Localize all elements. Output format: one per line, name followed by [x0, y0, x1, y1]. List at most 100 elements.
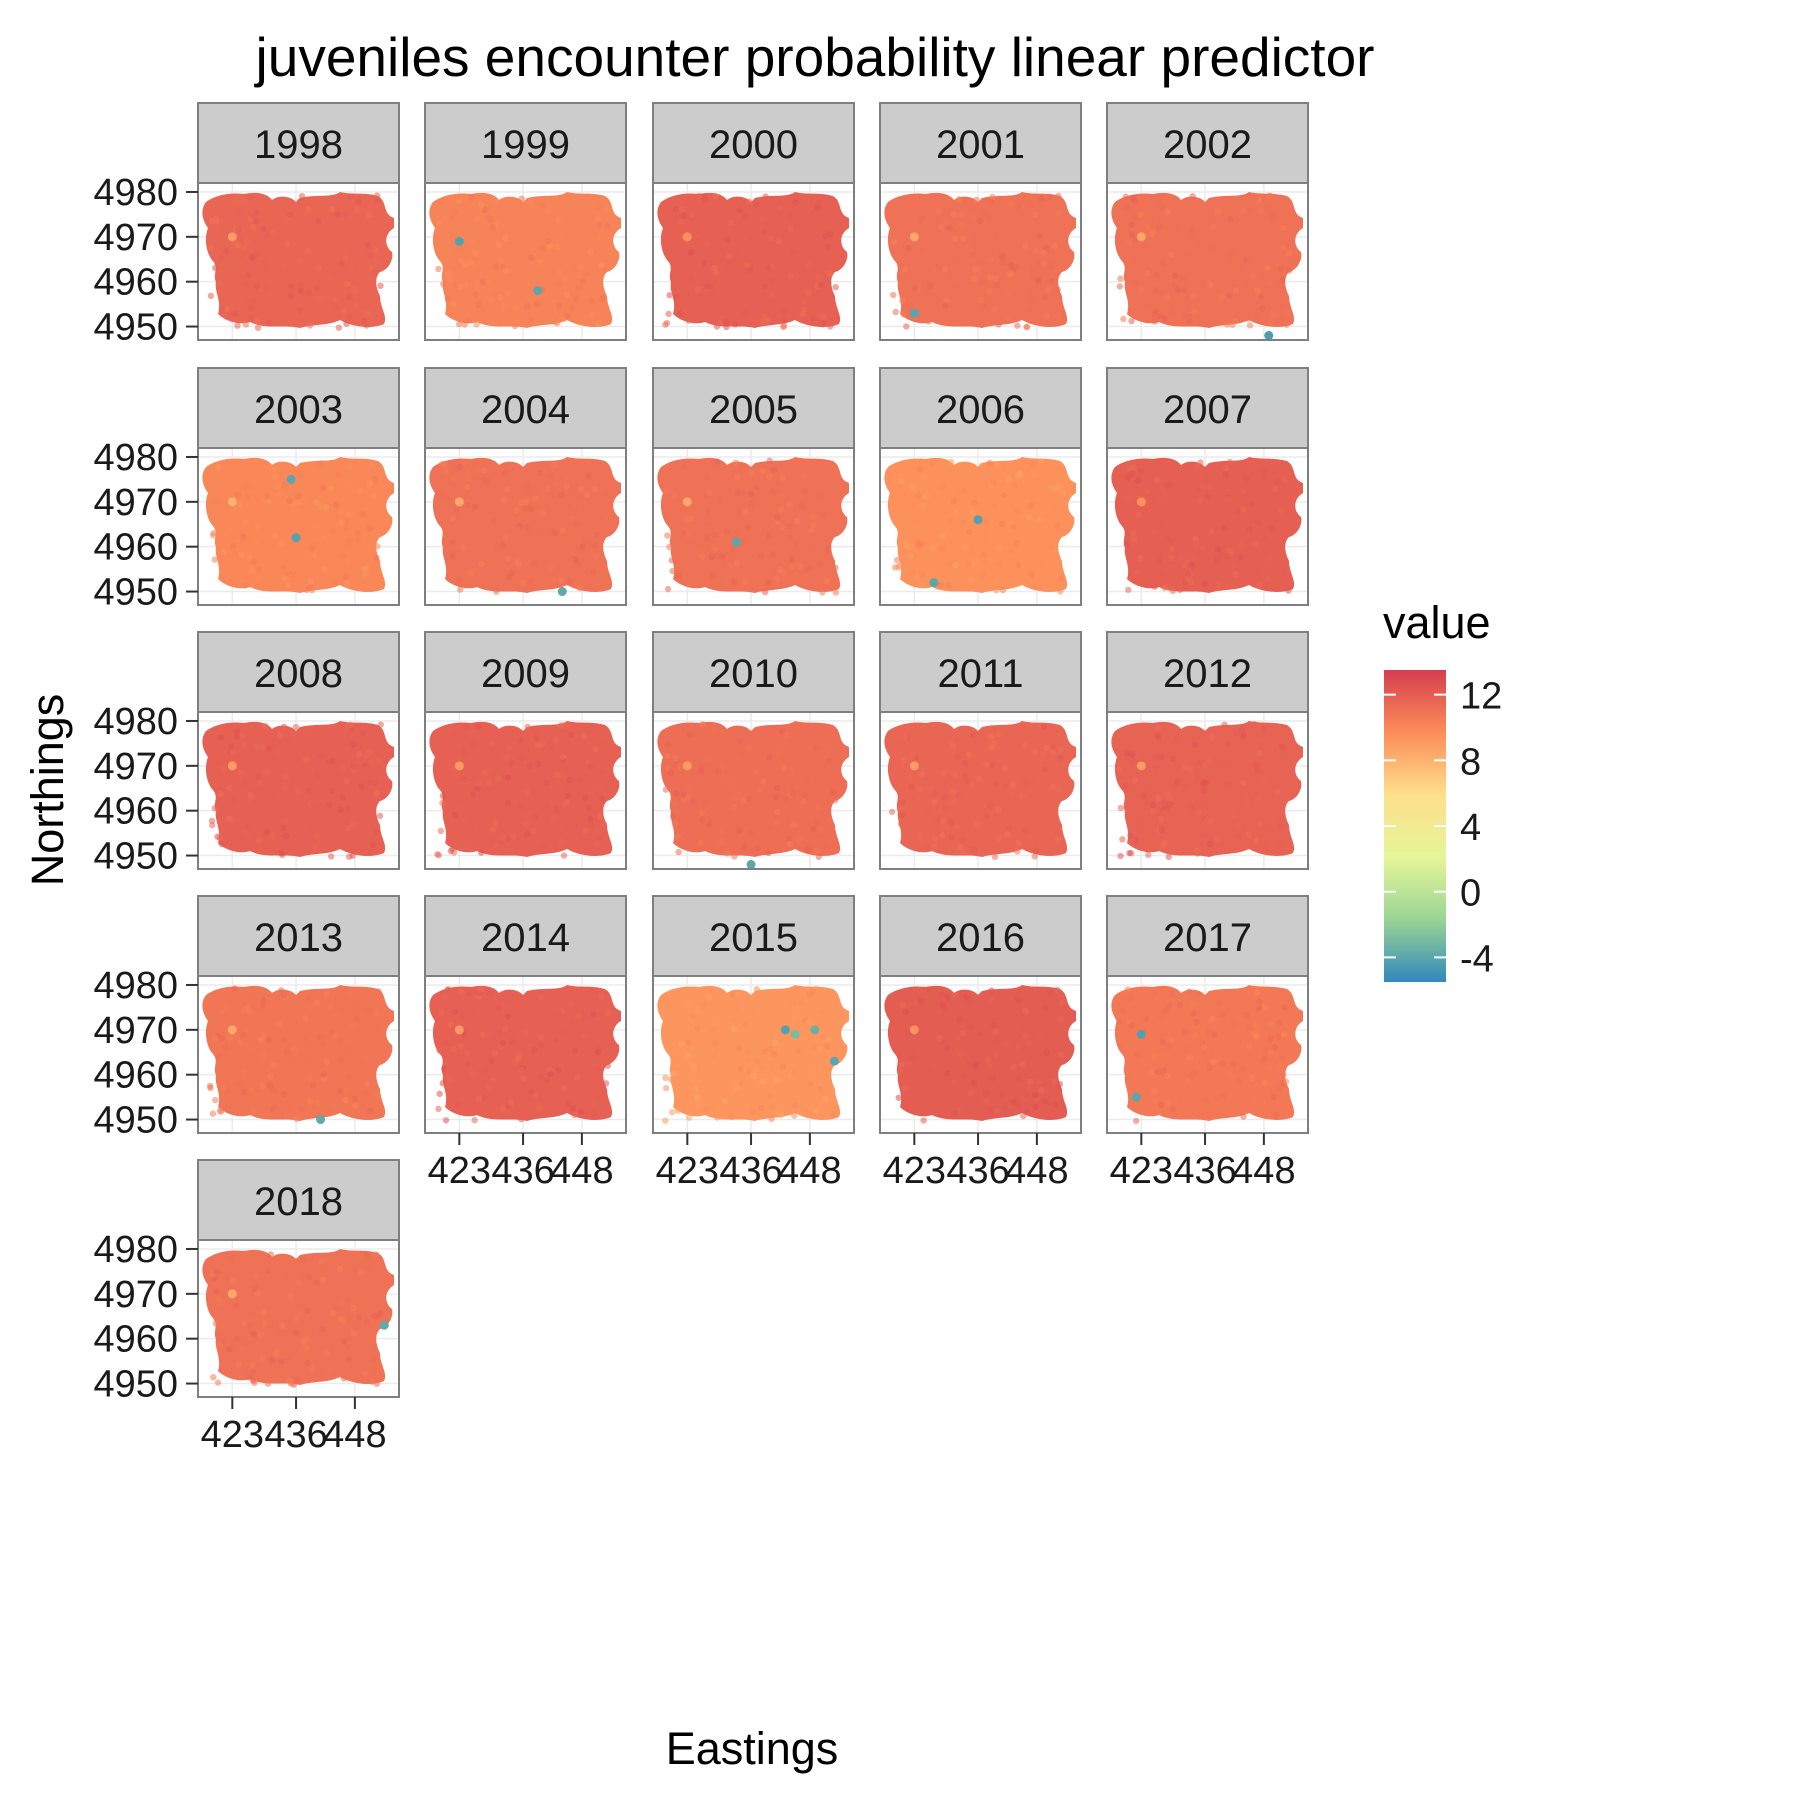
texture-point	[754, 1058, 761, 1065]
texture-point	[738, 302, 746, 310]
texture-point	[497, 257, 504, 264]
texture-point	[334, 211, 341, 218]
texture-point	[951, 992, 958, 1000]
texture-point	[359, 510, 366, 518]
texture-point	[1150, 228, 1157, 236]
texture-point	[1209, 223, 1216, 230]
texture-point	[1229, 1020, 1237, 1027]
texture-point	[1249, 273, 1256, 280]
texture-point	[1132, 837, 1140, 845]
texture-point	[1158, 571, 1165, 579]
texture-point	[217, 734, 225, 741]
texture-point	[1235, 832, 1242, 840]
texture-point	[269, 832, 277, 840]
texture-point	[519, 579, 526, 587]
texture-point	[1191, 308, 1198, 315]
texture-point	[602, 1058, 609, 1065]
texture-point	[310, 800, 317, 808]
texture-point	[1048, 248, 1056, 255]
texture-point	[543, 486, 551, 493]
texture-point	[1200, 528, 1208, 535]
texture-point	[1226, 458, 1234, 466]
texture-point	[540, 842, 547, 849]
texture-point	[978, 297, 985, 304]
texture-point	[556, 1010, 563, 1018]
texture-point	[313, 999, 320, 1006]
facet-strip	[424, 367, 627, 449]
texture-point	[246, 1316, 254, 1323]
texture-point	[786, 840, 793, 848]
texture-point	[1046, 1099, 1053, 1107]
texture-point	[1014, 507, 1021, 514]
texture-point	[961, 486, 968, 494]
texture-point	[264, 231, 271, 239]
texture-point	[587, 763, 594, 770]
texture-point	[1237, 553, 1244, 561]
texture-point	[1158, 826, 1165, 834]
texture-point	[563, 483, 571, 490]
texture-point	[586, 248, 594, 255]
texture-point	[896, 806, 904, 813]
texture-point	[531, 761, 539, 768]
data-point	[227, 1025, 237, 1035]
texture-point	[1253, 1033, 1261, 1040]
texture-point	[977, 494, 984, 502]
texture-point	[499, 541, 506, 549]
texture-point	[1051, 1078, 1058, 1085]
texture-point	[766, 567, 773, 574]
facet-panel: 2007	[1106, 367, 1309, 606]
panel-border	[1106, 975, 1309, 1134]
texture-point	[510, 833, 517, 840]
texture-point	[922, 492, 930, 500]
texture-point	[810, 521, 817, 529]
texture-point	[598, 262, 606, 269]
texture-point	[983, 761, 990, 768]
texture-point	[699, 553, 706, 560]
texture-point	[1267, 319, 1274, 327]
texture-point	[1022, 828, 1029, 835]
texture-point	[950, 498, 957, 505]
texture-point	[371, 268, 378, 275]
texture-point	[313, 1279, 321, 1286]
texture-point	[1268, 525, 1275, 532]
texture-point	[303, 586, 311, 594]
texture-point	[668, 1109, 676, 1116]
texture-point	[1260, 725, 1268, 732]
texture-point	[574, 1074, 581, 1081]
texture-point	[293, 803, 301, 810]
texture-point	[500, 496, 508, 504]
texture-point	[1051, 486, 1058, 494]
texture-point	[776, 205, 783, 212]
texture-point	[362, 765, 369, 772]
texture-point	[452, 812, 459, 819]
texture-point	[990, 479, 997, 486]
texture-point	[484, 478, 492, 486]
texture-point	[760, 778, 767, 785]
texture-point	[1036, 232, 1043, 239]
texture-point	[753, 201, 760, 208]
texture-point	[1199, 277, 1206, 285]
texture-point	[464, 1060, 471, 1068]
texture-point	[471, 1117, 478, 1124]
texture-point	[558, 492, 565, 499]
texture-point	[218, 840, 225, 848]
texture-point	[1264, 827, 1271, 834]
texture-point	[365, 242, 372, 249]
texture-point	[555, 268, 563, 275]
texture-point	[1055, 210, 1062, 217]
texture-point	[766, 457, 773, 464]
texture-point	[1245, 530, 1252, 537]
texture-point	[736, 737, 744, 744]
texture-point	[1037, 458, 1045, 465]
texture-point	[1151, 497, 1159, 505]
texture-point	[367, 1074, 375, 1081]
texture-point	[662, 512, 670, 519]
texture-point	[211, 490, 218, 498]
texture-point	[754, 845, 761, 852]
texture-point	[464, 483, 471, 491]
texture-point	[439, 792, 447, 800]
texture-point	[1140, 1012, 1147, 1020]
texture-point	[921, 761, 928, 769]
texture-point	[755, 1069, 763, 1076]
texture-point	[1188, 803, 1195, 811]
